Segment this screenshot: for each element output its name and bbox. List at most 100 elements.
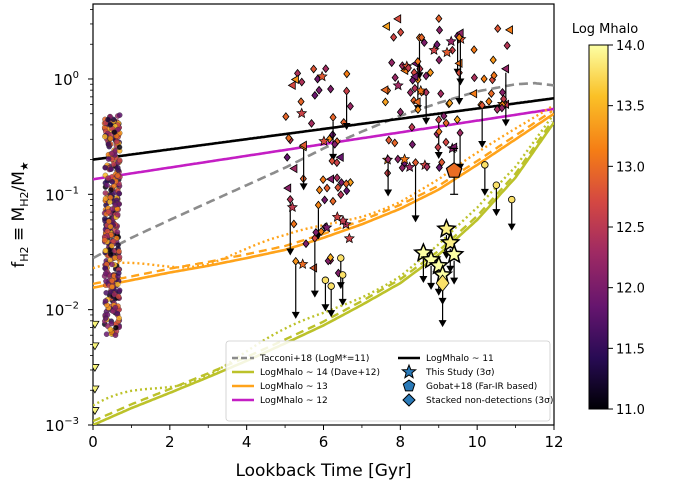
colorbar-tick-label: 12.0 xyxy=(616,282,645,297)
legend-entry: LogMhalo ~ 12 xyxy=(232,396,328,406)
galaxy-diamond xyxy=(437,89,445,99)
galaxy-diamond xyxy=(342,179,350,189)
galaxy-diamond xyxy=(321,195,329,205)
galaxy-star xyxy=(428,44,440,55)
upper-limit-triangle xyxy=(93,364,100,373)
y-tick-label: 10−2 xyxy=(45,301,79,320)
colorbar-title: Log Mhalo xyxy=(572,22,638,37)
this-study-limit-head xyxy=(427,282,436,290)
model-line xyxy=(93,97,554,161)
galaxy-diamond xyxy=(408,140,416,149)
upper-limit-triangle xyxy=(93,342,100,351)
local-point xyxy=(105,156,112,162)
local-point xyxy=(116,248,122,255)
galaxy-diamond xyxy=(478,100,486,110)
galaxy-diamond xyxy=(394,154,402,164)
upper-limit-arrow-head xyxy=(411,215,420,223)
galaxy-diamond xyxy=(343,86,351,96)
upper-limit-arrow-head xyxy=(327,310,336,318)
galaxy-star xyxy=(398,153,411,165)
local-point xyxy=(103,290,109,296)
galaxy-triangle xyxy=(412,97,421,107)
y-tick-label: 10−3 xyxy=(45,416,79,435)
colorbar-tick-label: 11.0 xyxy=(616,403,645,418)
galaxy-diamond xyxy=(494,24,502,34)
local-point xyxy=(103,331,110,337)
galaxy-diamond xyxy=(442,137,450,147)
galaxy-star xyxy=(297,258,309,270)
galaxy-star xyxy=(392,79,404,91)
colorbar-tick-label: 13.0 xyxy=(616,160,645,175)
local-point xyxy=(109,277,115,284)
galaxy-diamond xyxy=(326,253,335,262)
legend-swatch xyxy=(402,379,416,392)
this-study-star xyxy=(443,243,465,264)
this-study-limit-head xyxy=(450,277,459,285)
upper-limit-arrow-head xyxy=(384,189,393,197)
local-point xyxy=(116,254,123,260)
galaxy-diamond xyxy=(455,33,463,42)
colorbar-gradient xyxy=(588,44,609,410)
galaxy-diamond xyxy=(334,183,342,192)
y-tick-exponent: −3 xyxy=(64,416,79,427)
gobat-pentagon xyxy=(445,162,463,178)
this-study-limit-head xyxy=(434,288,443,296)
local-point xyxy=(116,287,123,294)
local-point xyxy=(109,261,115,268)
legend-swatch xyxy=(402,393,416,407)
upper-limit-arrow-head xyxy=(291,311,300,319)
galaxy-diamond xyxy=(311,90,319,100)
y-axis-label-part: f xyxy=(9,261,29,268)
local-point xyxy=(109,284,115,290)
galaxy-diamond xyxy=(292,256,300,266)
y-axis-label-part: H2 xyxy=(18,191,31,206)
local-point xyxy=(116,144,123,150)
galaxy-diamond xyxy=(384,154,392,164)
galaxy-diamond xyxy=(310,64,318,74)
galaxy-diamond xyxy=(311,233,319,243)
upper-limit-arrow-head xyxy=(336,282,345,290)
model-line-dashed xyxy=(93,120,554,423)
model-line xyxy=(93,112,554,289)
galaxy-star xyxy=(331,211,343,222)
upper-limit-arrow-head xyxy=(338,298,347,306)
upper-limit-triangle xyxy=(91,451,99,458)
local-point xyxy=(102,270,109,277)
upper-limit-arrow-head xyxy=(501,119,510,127)
galaxy-diamond xyxy=(414,105,422,114)
galaxy-diamond xyxy=(329,112,337,122)
local-point xyxy=(107,194,114,201)
local-point xyxy=(104,228,111,234)
legend-label: LogMhalo ~ 11 xyxy=(426,354,494,364)
local-point xyxy=(106,218,112,225)
x-tick-label: 8 xyxy=(396,433,406,451)
galaxy-diamond xyxy=(315,85,323,95)
galaxy-diamond xyxy=(390,32,398,42)
y-axis-label-part: /M xyxy=(9,171,29,191)
galaxy-diamond xyxy=(396,107,404,117)
galaxy-diamond xyxy=(391,138,399,148)
galaxy-diamond xyxy=(314,200,322,210)
galaxy-diamond xyxy=(435,55,443,65)
galaxy-triangle xyxy=(501,64,510,74)
local-point xyxy=(107,121,114,128)
upper-limit-arrow-head xyxy=(434,152,443,160)
galaxy-diamond xyxy=(503,41,511,51)
galaxy-diamond xyxy=(435,127,443,137)
galaxy-diamond xyxy=(283,152,291,162)
galaxy-triangle xyxy=(283,183,292,193)
x-axis-label: Lookback Time [Gyr] xyxy=(235,461,411,481)
galaxy-triangle xyxy=(504,25,513,35)
galaxy-diamond xyxy=(411,158,420,167)
galaxy-triangle xyxy=(449,142,458,152)
local-point xyxy=(102,315,109,321)
galaxy-triangle xyxy=(335,152,344,162)
galaxy-diamond xyxy=(411,83,419,93)
local-point xyxy=(107,135,114,142)
local-point xyxy=(107,223,114,230)
galaxy-star xyxy=(404,161,416,172)
legend-label: Tacconi+18 (LogM*=11) xyxy=(259,354,369,364)
galaxy-diamond xyxy=(319,175,327,185)
legend-box xyxy=(225,340,551,422)
